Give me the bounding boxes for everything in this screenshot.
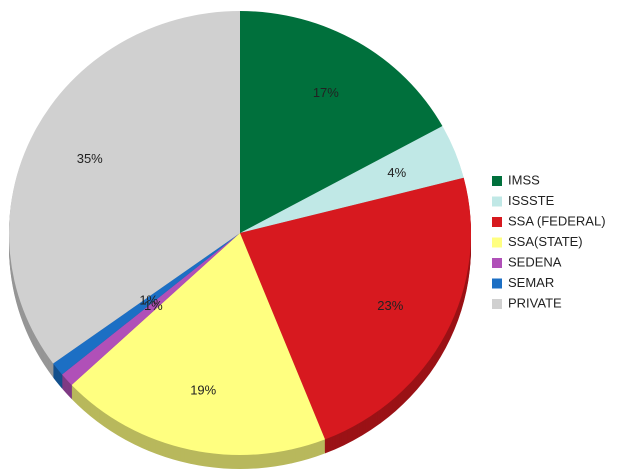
data-label: 19% [190,383,216,398]
slice [240,11,443,233]
legend-swatch [492,196,502,207]
slice [71,233,326,455]
slice [8,11,240,364]
data-label: 17% [313,85,339,100]
slice [53,233,241,375]
legend-swatch [492,237,502,248]
data-label: 35% [77,151,103,166]
data-label: 23% [377,298,403,313]
data-label: 4% [387,165,406,180]
data-label: 1% [144,298,163,313]
legend-swatch [492,278,502,289]
legend-label: PRIVATE [508,295,562,310]
legend-label: ISSSTE [508,193,555,208]
slice [240,177,471,440]
slice [62,233,240,385]
legend-swatch [492,299,502,309]
legend-swatch [492,258,502,268]
legend-label: IMSS [508,172,540,187]
data-label: 1% [139,292,158,307]
slice [240,126,464,233]
legend-label: SEMAR [508,275,554,290]
legend-swatch [492,176,502,186]
legend-swatch [492,217,502,227]
legend-label: SSA (FEDERAL) [508,213,606,228]
legend-label: SSA(STATE) [508,234,583,249]
legend-label: SEDENA [508,254,562,269]
